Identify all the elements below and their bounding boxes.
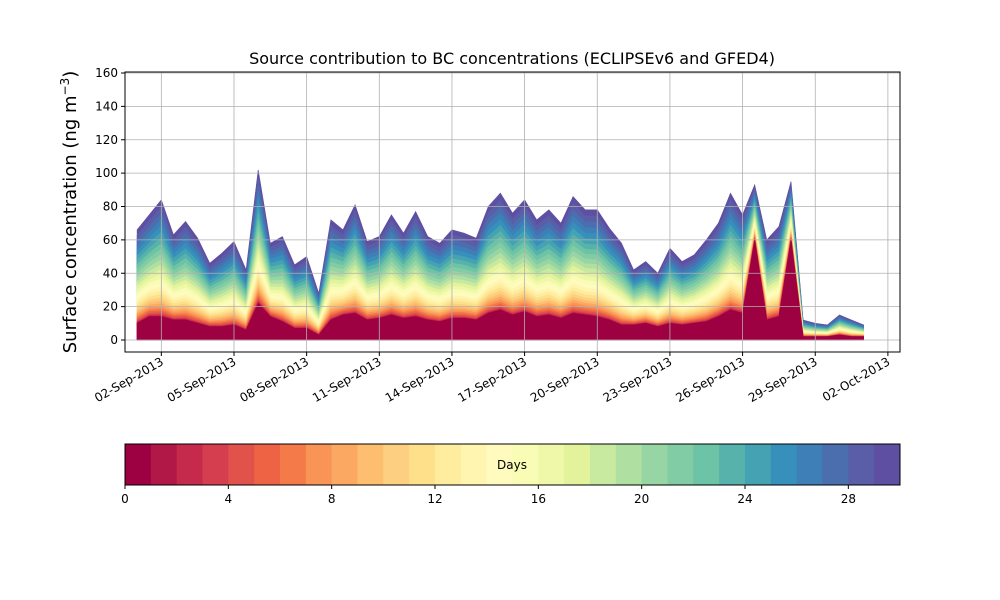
y-axis: 0 20 40 60 80 100 120 140 160 bbox=[95, 66, 125, 347]
colorbar-tick-label: 0 bbox=[121, 492, 129, 506]
colorbar-swatch bbox=[848, 444, 875, 485]
colorbar-frame bbox=[124, 443, 901, 486]
colorbar-swatch bbox=[331, 444, 358, 485]
x-axis: 02-Sep-201305-Sep-201308-Sep-201311-Sep-… bbox=[92, 352, 892, 405]
colorbar-tick-label: 4 bbox=[225, 492, 233, 506]
colorbar-swatch bbox=[486, 444, 513, 485]
colorbar-tick-label: 12 bbox=[427, 492, 442, 506]
colorbar-swatch bbox=[125, 444, 152, 485]
x-tick-label: 26-Sep-2013 bbox=[673, 354, 747, 405]
y-axis-label-exponent: −3 bbox=[58, 78, 72, 96]
colorbar-swatch bbox=[667, 444, 694, 485]
y-axis-label-main: Surface concentration (ng m bbox=[60, 95, 81, 353]
y-tick-label: 0 bbox=[110, 333, 118, 347]
x-tick-label: 20-Sep-2013 bbox=[528, 354, 602, 405]
colorbar-swatch bbox=[435, 444, 462, 485]
colorbar-tick-label: 8 bbox=[328, 492, 336, 506]
colorbar-swatch bbox=[590, 444, 617, 485]
colorbar-swatch bbox=[383, 444, 410, 485]
area-day-0 bbox=[136, 239, 864, 341]
colorbar-swatch bbox=[305, 444, 333, 485]
colorbar-swatch bbox=[512, 444, 539, 485]
x-tick-label: 29-Sep-2013 bbox=[746, 354, 820, 405]
x-tick-label: 17-Sep-2013 bbox=[455, 354, 529, 405]
colorbar-swatch bbox=[280, 444, 307, 485]
colorbar-swatch bbox=[615, 444, 643, 485]
colorbar-swatch bbox=[150, 444, 178, 485]
colorbar-swatch bbox=[409, 444, 436, 485]
y-axis-label-close: ) bbox=[60, 71, 81, 78]
colorbar-swatch bbox=[874, 444, 901, 485]
colorbar-swatch bbox=[357, 444, 384, 485]
x-tick-label: 02-Sep-2013 bbox=[92, 354, 166, 405]
stacked-areas bbox=[136, 169, 864, 341]
y-tick-label: 160 bbox=[95, 66, 118, 80]
y-tick-label: 140 bbox=[95, 99, 118, 113]
x-tick-label: 11-Sep-2013 bbox=[310, 354, 384, 405]
colorbar-swatch bbox=[202, 444, 229, 485]
colorbar-swatch bbox=[719, 444, 746, 485]
x-tick-label: 05-Sep-2013 bbox=[165, 354, 239, 405]
y-tick-label: 80 bbox=[103, 200, 118, 214]
colorbar: 0 4 8 12 16 20 24 28 bbox=[121, 443, 901, 506]
colorbar-swatch bbox=[538, 444, 565, 485]
colorbar-swatch bbox=[822, 444, 849, 485]
y-tick-label: 40 bbox=[103, 266, 118, 280]
colorbar-tick-label: 28 bbox=[841, 492, 856, 506]
x-tick-label: 23-Sep-2013 bbox=[601, 354, 675, 405]
colorbar-swatch bbox=[176, 444, 203, 485]
colorbar-swatch bbox=[460, 444, 488, 485]
y-tick-label: 100 bbox=[95, 166, 118, 180]
area-day-12 bbox=[136, 226, 864, 341]
colorbar-tick-label: 20 bbox=[634, 492, 649, 506]
colorbar-swatch bbox=[796, 444, 823, 485]
colorbar-swatch bbox=[641, 444, 668, 485]
colorbar-swatch bbox=[693, 444, 720, 485]
x-tick-label: 08-Sep-2013 bbox=[237, 354, 311, 405]
colorbar-swatch bbox=[228, 444, 255, 485]
chart-title: Source contribution to BC concentrations… bbox=[249, 49, 775, 68]
colorbar-swatch bbox=[254, 444, 281, 485]
y-tick-label: 60 bbox=[103, 233, 118, 247]
plot-frame bbox=[124, 71, 901, 353]
y-axis-label: Surface concentration (ng m−3) bbox=[58, 71, 81, 354]
y-tick-label: 20 bbox=[103, 300, 118, 314]
x-tick-label: 14-Sep-2013 bbox=[383, 354, 457, 405]
colorbar-swatch bbox=[770, 444, 798, 485]
grid-lines bbox=[125, 72, 900, 352]
colorbar-label: Days bbox=[497, 458, 527, 472]
colorbar-tick-label: 16 bbox=[531, 492, 546, 506]
colorbar-tick-label: 24 bbox=[737, 492, 752, 506]
x-tick-label: 02-Oct-2013 bbox=[820, 354, 892, 404]
colorbar-swatch bbox=[745, 444, 772, 485]
colorbar-swatch bbox=[564, 444, 591, 485]
y-tick-label: 120 bbox=[95, 133, 118, 147]
